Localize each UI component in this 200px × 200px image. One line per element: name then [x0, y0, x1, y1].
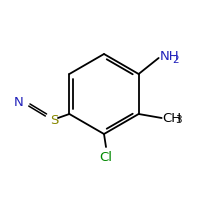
Text: 3: 3	[175, 115, 181, 125]
Text: CH: CH	[162, 112, 181, 124]
Text: 2: 2	[172, 55, 179, 65]
Text: Cl: Cl	[100, 151, 112, 164]
Text: S: S	[50, 114, 59, 127]
Text: NH: NH	[160, 50, 179, 64]
Text: N: N	[14, 96, 23, 109]
